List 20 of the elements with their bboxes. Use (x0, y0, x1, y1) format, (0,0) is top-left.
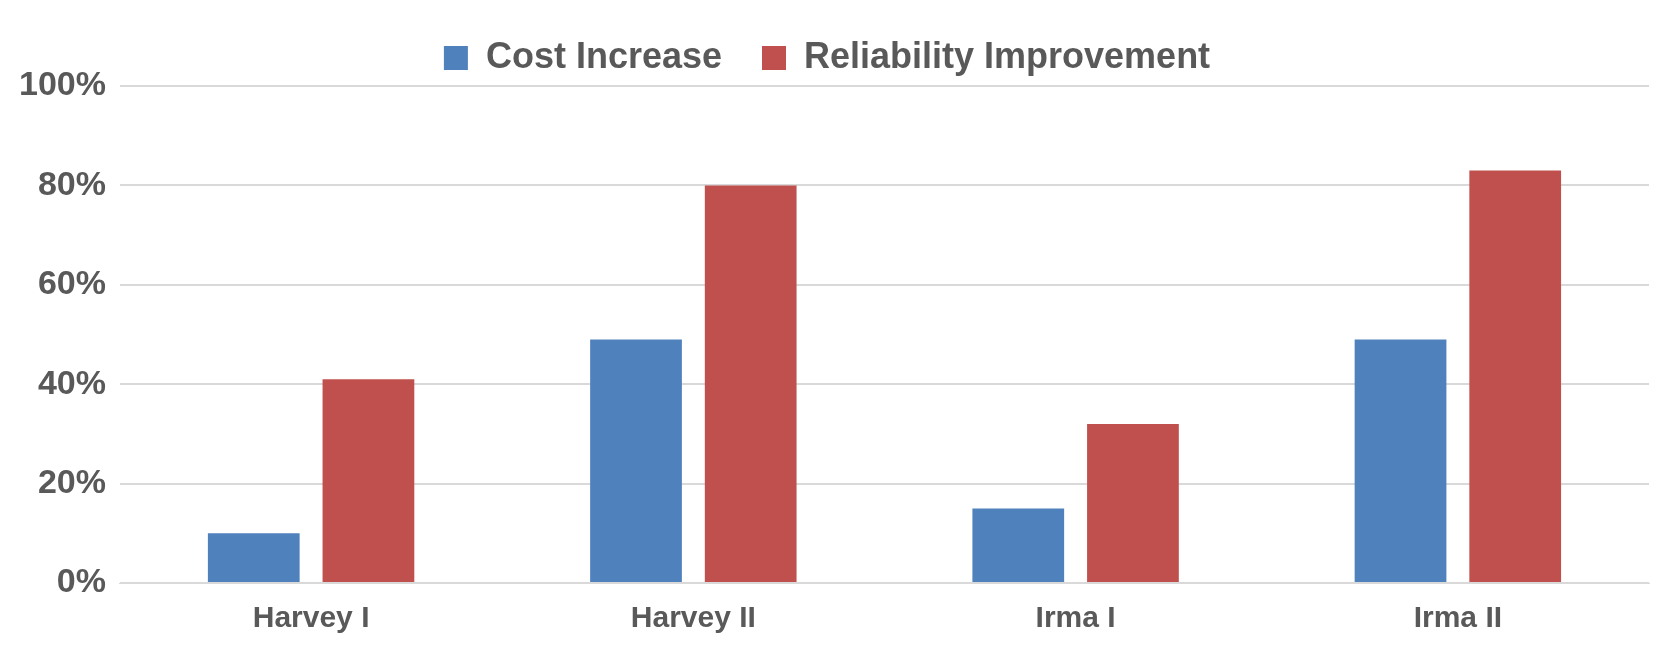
bar (590, 339, 682, 582)
x-tick-label: Harvey I (252, 600, 370, 634)
bar (1087, 423, 1179, 582)
bar (704, 185, 797, 582)
y-tick-label: 60% (37, 263, 106, 302)
bar (972, 508, 1065, 582)
bar (1354, 339, 1447, 582)
legend-label: Cost Increase (485, 34, 722, 76)
y-tick-label: 0% (56, 561, 106, 600)
bar (1469, 170, 1562, 582)
legend-label: Reliability Improvement (804, 34, 1211, 76)
y-tick-label: 40% (37, 362, 106, 401)
x-tick-label: Irma I (1035, 600, 1116, 634)
y-tick-label: 80% (37, 163, 106, 202)
bar (322, 379, 415, 582)
bar (207, 533, 300, 582)
x-tick-label: Harvey II (630, 600, 756, 634)
y-tick-label: 100% (18, 64, 106, 103)
x-tick-label: Irma II (1413, 600, 1503, 634)
y-tick-label: 20% (37, 461, 106, 500)
